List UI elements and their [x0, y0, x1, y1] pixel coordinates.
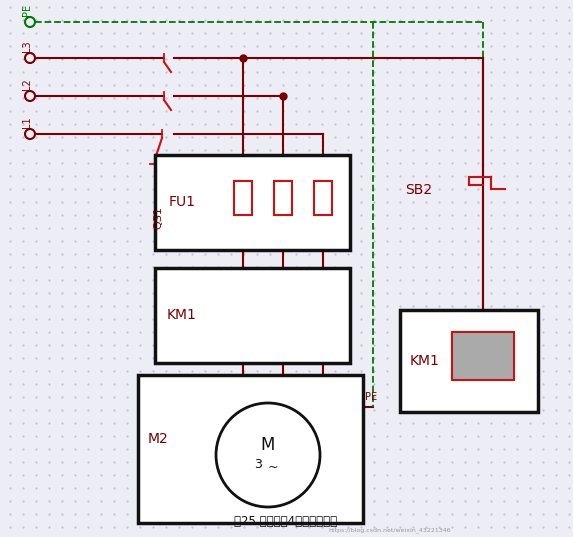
Text: M2: M2: [148, 432, 169, 446]
Text: 3: 3: [254, 459, 262, 471]
Text: FU1: FU1: [169, 195, 196, 209]
Text: https://blog.csdn.net/weixin_43221346: https://blog.csdn.net/weixin_43221346: [329, 527, 452, 533]
Text: KM1: KM1: [410, 354, 440, 368]
Text: PE: PE: [365, 392, 377, 402]
Text: 图25 运行时焉4断器断开状态: 图25 运行时焉4断器断开状态: [234, 515, 337, 528]
Text: L2: L2: [22, 78, 32, 90]
Bar: [234, 181, 252, 215]
Text: PE: PE: [22, 4, 32, 16]
Bar: [452, 332, 514, 380]
Bar: [274, 181, 292, 215]
Circle shape: [25, 53, 35, 63]
Text: L3: L3: [22, 40, 32, 52]
Text: ~: ~: [268, 461, 278, 474]
Circle shape: [25, 129, 35, 139]
Bar: [400, 310, 538, 412]
Text: KM1: KM1: [167, 308, 197, 322]
Text: SB2: SB2: [405, 183, 432, 197]
Text: L1: L1: [22, 116, 32, 128]
Bar: [138, 375, 363, 523]
Text: M: M: [261, 436, 275, 454]
Circle shape: [25, 17, 35, 27]
Bar: [155, 155, 350, 250]
Circle shape: [25, 91, 35, 101]
Bar: [155, 268, 350, 363]
Bar: [314, 181, 332, 215]
Circle shape: [216, 403, 320, 507]
Text: QS1: QS1: [153, 207, 163, 229]
